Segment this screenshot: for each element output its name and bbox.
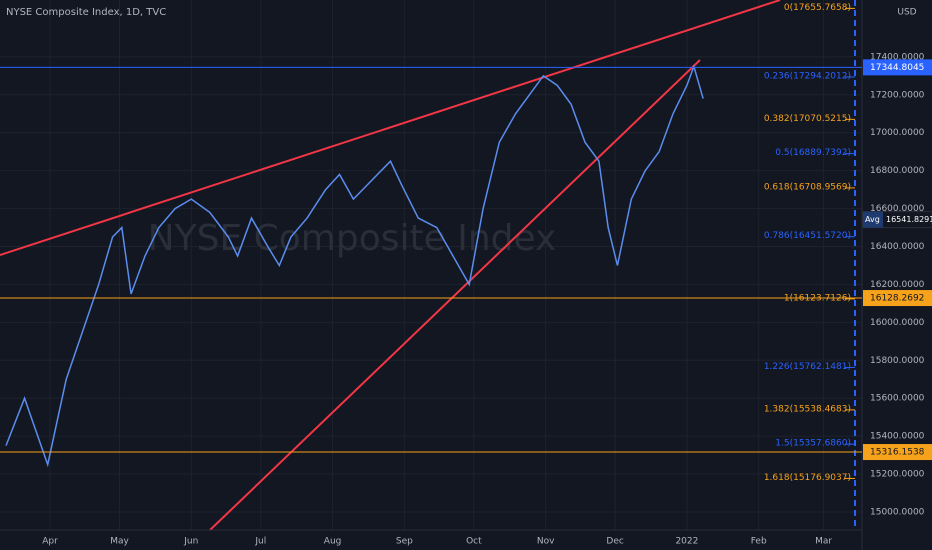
- price-line: [5, 63, 704, 468]
- price-badge-label: 16128.2692: [870, 294, 924, 304]
- x-tick-label: May: [110, 537, 129, 547]
- y-tick-label: 15200.0000: [870, 470, 925, 480]
- fib-label: 0(17655.7658): [784, 3, 851, 13]
- fib-label: 0.5(16889.7392): [775, 148, 851, 158]
- fib-label: 1.5(15357.6860): [775, 439, 851, 449]
- x-tick-label: Jul: [254, 537, 266, 547]
- y-tick-label: 15800.0000: [870, 356, 925, 366]
- y-tick-label: 16200.0000: [870, 280, 925, 290]
- price-badge-label: 17344.8045: [870, 63, 924, 73]
- y-tick-label: 17400.0000: [870, 52, 925, 62]
- y-tick-label: 17000.0000: [870, 128, 925, 138]
- y-tick-label: 16800.0000: [870, 166, 925, 176]
- fib-label: 0.382(17070.5215): [764, 114, 851, 124]
- y-tick-label: 15000.0000: [870, 507, 925, 517]
- fib-label: 1.382(15538.4683): [764, 404, 851, 414]
- chart-title: NYSE Composite Index, 1D, TVC: [6, 7, 166, 18]
- fib-label: 0.618(16708.9569): [764, 182, 851, 192]
- watermark: NYSE Composite Index: [148, 218, 557, 259]
- avg-tag-label: Avg: [865, 215, 880, 224]
- x-tick-label: Jun: [183, 537, 198, 547]
- fib-label: 1.618(15176.9037): [764, 473, 851, 483]
- x-tick-label: 2022: [675, 537, 698, 547]
- currency: USD: [897, 8, 916, 18]
- price-badge-label: 15316.1538: [870, 448, 925, 458]
- x-tick-label: Nov: [537, 537, 555, 547]
- fib-label: 1.226(15762.1481): [764, 362, 851, 372]
- x-tick-label: Feb: [751, 537, 767, 547]
- avg-tag: [863, 211, 883, 228]
- y-tick-label: 17200.0000: [870, 90, 925, 100]
- y-tick-label: 15400.0000: [870, 432, 925, 442]
- x-tick-label: Oct: [466, 537, 482, 547]
- fib-label: 0.786(16451.5720): [764, 231, 851, 241]
- y-tick-label: 15600.0000: [870, 394, 925, 404]
- y-tick-label: 16000.0000: [870, 318, 925, 328]
- price-badge: [863, 444, 932, 461]
- x-tick-label: Dec: [606, 537, 623, 547]
- avg-label: 16541.8291: [886, 215, 932, 224]
- x-tick-label: Apr: [42, 537, 58, 547]
- x-tick-label: Sep: [396, 537, 413, 547]
- price-badge: [863, 59, 932, 76]
- y-tick-label: 16600.0000: [870, 204, 925, 214]
- price-badge: [863, 290, 932, 307]
- trend-line: [0, 0, 781, 256]
- y-tick-label: 16400.0000: [870, 242, 925, 252]
- fib-label: 0.236(17294.2012): [764, 71, 851, 81]
- x-tick-label: Mar: [815, 537, 832, 547]
- x-tick-label: Aug: [324, 537, 342, 547]
